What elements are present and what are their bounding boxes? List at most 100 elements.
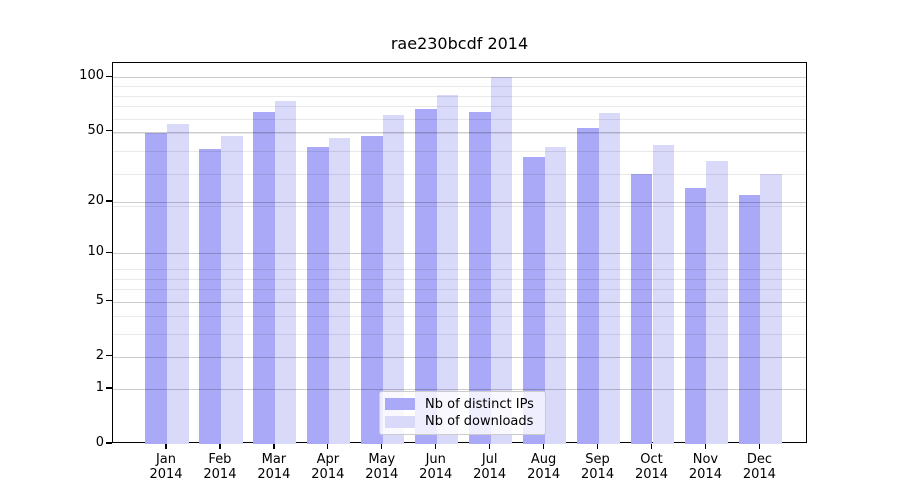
y-tick-mark: [106, 355, 112, 357]
minor-gridline: [113, 106, 806, 108]
minor-gridline: [113, 205, 806, 207]
x-tick-month: Apr: [316, 452, 340, 467]
bar-nb-of-distinct-ips-jan: [145, 133, 167, 444]
minor-gridline: [113, 289, 806, 291]
x-tick-month: Dec: [746, 452, 772, 467]
legend-item-downloads: Nb of downloads: [385, 414, 540, 429]
x-tick-month: Jun: [425, 452, 446, 467]
y-tick-label: 1: [95, 379, 104, 395]
bar-nb-of-distinct-ips-sep: [576, 128, 599, 444]
x-tick-mark: [650, 444, 653, 449]
y-tick-label: 2: [95, 347, 104, 363]
plot-area: [112, 62, 807, 444]
bar-nb-of-distinct-ips-jul: [469, 112, 491, 444]
minor-gridline: [113, 133, 806, 135]
major-gridline: [113, 77, 806, 79]
bar-nb-of-distinct-ips-jun: [415, 108, 437, 444]
minor-gridline: [113, 118, 806, 120]
y-tick-label: 100: [79, 68, 104, 84]
y-tick-label: 5: [95, 292, 104, 308]
bar-nb-of-downloads-sep: [598, 113, 621, 444]
bar-nb-of-downloads-oct: [652, 145, 675, 444]
x-tick-year: 2014: [149, 467, 183, 482]
x-tick-month: Oct: [640, 452, 663, 467]
minor-gridline: [113, 86, 806, 88]
x-tick-mark: [489, 444, 491, 449]
minor-gridline: [113, 278, 806, 280]
x-tick-label: May 2014: [354, 452, 410, 482]
legend-label-distinct-ips: Nb of distinct IPs: [425, 396, 534, 412]
x-tick-label: Jun 2014: [408, 452, 464, 482]
x-tick-mark: [219, 444, 221, 449]
x-tick-year: 2014: [311, 467, 345, 482]
y-tick-mark: [106, 200, 112, 202]
x-tick-label: Feb 2014: [192, 452, 248, 482]
x-tick-label: Jan 2014: [138, 452, 194, 482]
major-gridline: [113, 301, 806, 303]
bar-nb-of-distinct-ips-dec: [738, 194, 761, 444]
minor-gridline: [113, 316, 806, 318]
x-tick-mark: [327, 444, 329, 449]
minor-gridline: [113, 173, 806, 175]
x-tick-label: Oct 2014: [624, 452, 680, 482]
bar-nb-of-downloads-nov: [706, 161, 729, 444]
bar-nb-of-downloads-mar: [274, 100, 297, 444]
x-tick-mark: [758, 444, 761, 449]
legend-swatch-distinct-ips: [385, 397, 415, 411]
major-gridline: [113, 131, 806, 133]
bar-nb-of-downloads-aug: [544, 146, 567, 444]
x-tick-label: Sep 2014: [570, 452, 626, 482]
x-tick-month: Jul: [481, 452, 498, 467]
bar-nb-of-distinct-ips-mar: [253, 112, 275, 444]
bars-layer: [113, 63, 806, 444]
minor-gridline: [113, 333, 806, 335]
bar-nb-of-distinct-ips-apr: [307, 146, 329, 444]
x-tick-year: 2014: [688, 467, 722, 482]
y-tick-label: 50: [87, 122, 104, 138]
chart-title: rae230bcdf 2014: [390, 34, 529, 53]
bar-nb-of-distinct-ips-feb: [199, 148, 221, 444]
major-gridline: [113, 253, 806, 255]
x-tick-month: Mar: [261, 452, 287, 467]
x-tick-label: Nov 2014: [677, 452, 733, 482]
major-gridline: [113, 202, 806, 204]
bar-nb-of-downloads-jun: [436, 94, 459, 444]
x-tick-mark: [704, 444, 707, 449]
bar-nb-of-downloads-dec: [760, 173, 782, 444]
bar-nb-of-downloads-jan: [167, 124, 189, 444]
minor-gridline: [113, 269, 806, 271]
x-tick-year: 2014: [581, 467, 615, 482]
y-tick-label: 10: [87, 244, 104, 260]
x-tick-year: 2014: [419, 467, 453, 482]
x-tick-mark: [273, 444, 275, 449]
major-gridline: [113, 356, 806, 358]
x-tick-year: 2014: [473, 467, 507, 482]
x-tick-mark: [435, 444, 437, 449]
x-tick-year: 2014: [365, 467, 399, 482]
bar-nb-of-distinct-ips-may: [361, 136, 383, 444]
x-tick-month: Nov: [692, 452, 719, 467]
bar-nb-of-distinct-ips-aug: [523, 157, 545, 444]
x-tick-label: Apr 2014: [300, 452, 356, 482]
x-tick-mark: [542, 444, 545, 449]
x-tick-month: Feb: [208, 452, 232, 467]
bar-nb-of-downloads-feb: [220, 136, 243, 444]
x-tick-mark: [165, 444, 167, 449]
x-tick-label: Dec 2014: [731, 452, 787, 482]
x-tick-mark: [596, 444, 599, 449]
x-tick-year: 2014: [527, 467, 561, 482]
minor-gridline: [113, 150, 806, 152]
x-tick-label: Aug 2014: [516, 452, 572, 482]
bar-nb-of-distinct-ips-oct: [630, 173, 653, 444]
x-tick-year: 2014: [257, 467, 291, 482]
x-tick-year: 2014: [742, 467, 776, 482]
y-tick-mark: [106, 75, 112, 77]
bar-nb-of-downloads-jul: [490, 77, 513, 444]
x-tick-month: Sep: [585, 452, 610, 467]
bar-nb-of-downloads-apr: [328, 138, 351, 444]
y-tick-mark: [106, 442, 112, 444]
x-tick-month: Jan: [155, 452, 177, 467]
x-tick-year: 2014: [203, 467, 237, 482]
y-tick-mark: [106, 299, 112, 302]
